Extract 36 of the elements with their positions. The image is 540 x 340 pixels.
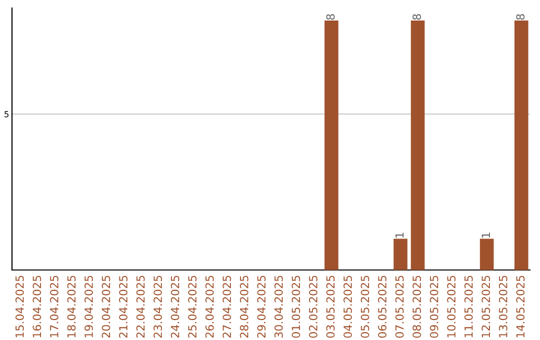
data-label: 8 (516, 14, 525, 20)
x-tick-label: 23.04.2025 (154, 276, 162, 338)
x-tick-label: 05.05.2025 (360, 276, 370, 338)
data-label: 8 (412, 14, 421, 20)
data-label: 1 (395, 232, 404, 238)
x-tick-label: 10.05.2025 (447, 276, 456, 338)
x-tick-label: 22.04.2025 (136, 276, 145, 338)
data-label: 1 (482, 232, 490, 238)
x-tick-label: 26.04.2025 (205, 276, 214, 338)
x-tick-label: 21.04.2025 (119, 276, 128, 338)
x-tick-label: 12.05.2025 (482, 276, 490, 338)
x-tick-label: 11.05.2025 (464, 276, 473, 338)
x-tick-label: 02.05.2025 (308, 276, 318, 338)
x-tick-label: 18.04.2025 (67, 276, 76, 338)
x-tick-label: 28.04.2025 (240, 276, 248, 338)
x-tick-label: 30.04.2025 (274, 276, 283, 338)
x-tick-label: 13.05.2025 (498, 276, 508, 338)
x-tick-label: 04.05.2025 (344, 276, 352, 338)
x-tick-label: 01.05.2025 (292, 276, 300, 338)
x-tick-label: 09.05.2025 (430, 276, 438, 338)
x-tick-label: 19.04.2025 (84, 276, 93, 338)
x-tick-label: 29.04.2025 (257, 276, 266, 338)
x-tick-label: 20.04.2025 (102, 276, 110, 338)
data-label: 8 (326, 14, 335, 20)
x-tick-label: 16.04.2025 (32, 276, 42, 338)
y-tick-label: 5 (4, 111, 8, 118)
x-tick-label: 14.05.2025 (516, 276, 525, 338)
x-tick-label: 06.05.2025 (378, 276, 386, 338)
x-tick-label: 07.05.2025 (395, 276, 404, 338)
x-tick-label: 17.04.2025 (50, 276, 58, 338)
x-tick-label: 15.04.2025 (15, 276, 24, 338)
x-tick-label: 25.04.2025 (188, 276, 197, 338)
x-tick-label: 03.05.2025 (326, 276, 335, 338)
x-tick-label: 24.04.2025 (170, 276, 180, 338)
x-tick-label: 27.04.2025 (222, 276, 232, 338)
x-tick-label: 08.05.2025 (412, 276, 421, 338)
